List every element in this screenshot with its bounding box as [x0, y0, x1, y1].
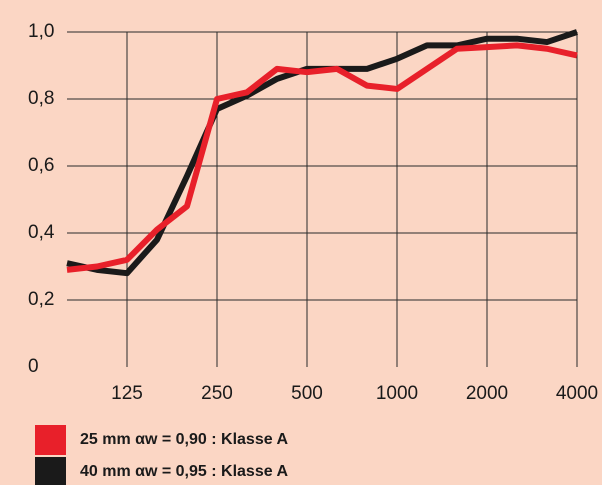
- x-tick-label: 500: [291, 383, 323, 404]
- x-tick-label: 4000: [556, 383, 598, 404]
- y-tick-label: 1,0: [28, 21, 54, 42]
- legend-label: 40 mm αw = 0,95 : Klasse A: [80, 463, 288, 480]
- y-tick-label: 0: [28, 356, 39, 377]
- x-tick-label: 2000: [466, 383, 508, 404]
- legend-label: 25 mm αw = 0,90 : Klasse A: [80, 431, 288, 448]
- legend-swatch: [35, 457, 66, 485]
- y-tick-label: 0,6: [28, 155, 54, 176]
- x-tick-label: 1000: [376, 383, 418, 404]
- y-tick-label: 0,4: [28, 222, 55, 243]
- x-tick-label: 250: [201, 383, 233, 404]
- x-tick-label: 125: [111, 383, 143, 404]
- y-tick-label: 0,2: [28, 289, 54, 310]
- y-tick-label: 0,8: [28, 88, 54, 109]
- legend-swatch: [35, 425, 66, 455]
- series-line: [66, 42, 578, 273]
